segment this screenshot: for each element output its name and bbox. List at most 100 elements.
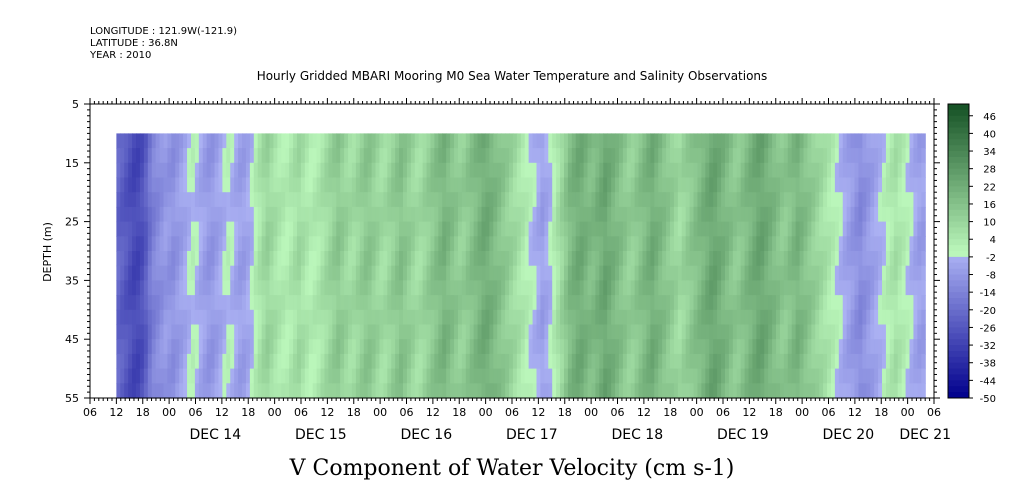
heatmap-cell (701, 206, 706, 223)
heatmap-cell (344, 236, 349, 252)
heatmap-cell (552, 177, 557, 193)
heatmap-cell (626, 353, 632, 370)
heatmap-cell (544, 162, 549, 179)
heatmap-cell (183, 251, 188, 267)
heatmap-cell (198, 280, 204, 296)
heatmap-cell (776, 206, 781, 223)
heatmap-cell (497, 383, 502, 399)
heatmap-cell (571, 309, 577, 326)
heatmap-cell (889, 368, 895, 384)
heatmap-cell (202, 265, 208, 281)
heatmap-cell (842, 133, 848, 149)
heatmap-cell (807, 295, 812, 311)
heatmap-cell (536, 295, 542, 311)
heatmap-cell (210, 162, 216, 179)
heatmap-cell (642, 383, 648, 399)
heatmap-cell (697, 236, 703, 252)
heatmap-cell (128, 177, 133, 193)
heatmap-cell (764, 353, 769, 370)
heatmap-cell (685, 324, 691, 340)
heatmap-cell (748, 295, 754, 311)
heatmap-cell (673, 280, 679, 296)
heatmap-cell (642, 368, 648, 384)
heatmap-cell (312, 162, 318, 179)
heatmap-cell (438, 221, 443, 237)
heatmap-cell (304, 280, 310, 296)
heatmap-cell (206, 309, 212, 326)
heatmap-cell (772, 162, 777, 179)
heatmap-cell (403, 206, 408, 223)
heatmap-cell (658, 353, 663, 370)
heatmap-cell (571, 192, 577, 208)
heatmap-cell (300, 368, 306, 384)
heatmap-cell (791, 221, 797, 237)
heatmap-cell (874, 295, 879, 311)
heatmap-cell (136, 324, 141, 340)
heatmap-cell (430, 177, 436, 193)
heatmap-cell (882, 324, 887, 340)
heatmap-cell (151, 265, 157, 281)
heatmap-cell (285, 236, 290, 252)
heatmap-cell (842, 265, 848, 281)
heatmap-cell (261, 221, 267, 237)
heatmap-cell (567, 221, 573, 237)
heatmap-cell (120, 192, 125, 208)
heatmap-cell (622, 265, 628, 281)
heatmap-cell (485, 133, 490, 149)
x-hour-label: 00 (162, 406, 176, 419)
heatmap-cell (454, 383, 459, 399)
heatmap-cell (179, 206, 184, 223)
heatmap-cell (312, 280, 318, 296)
heatmap-cell (834, 206, 840, 223)
heatmap-cell (732, 368, 738, 384)
heatmap-cell (218, 206, 223, 223)
heatmap-cell (827, 353, 832, 370)
heatmap-cell (740, 265, 746, 281)
heatmap-cell (198, 251, 204, 267)
heatmap-cell (803, 324, 809, 340)
heatmap-cell (391, 295, 396, 311)
heatmap-cell (403, 368, 408, 384)
heatmap-cell (289, 324, 294, 340)
heatmap-cell (124, 221, 129, 237)
heatmap-cell (422, 309, 428, 326)
heatmap-cell (457, 162, 463, 179)
heatmap-cell (190, 280, 196, 296)
heatmap-cell (921, 192, 926, 208)
heatmap-cell (175, 177, 180, 193)
heatmap-cell (717, 368, 722, 384)
heatmap-cell (426, 339, 432, 355)
heatmap-cell (556, 309, 561, 326)
heatmap-cell (143, 368, 149, 384)
heatmap-cell (171, 133, 176, 149)
heatmap-cell (245, 162, 251, 179)
heatmap-cell (669, 368, 675, 384)
heatmap-cell (544, 251, 549, 267)
heatmap-cell (269, 177, 275, 193)
heatmap-cell (163, 162, 169, 179)
heatmap-cell (242, 177, 247, 193)
colorbar-segment (948, 286, 969, 293)
heatmap-cell (269, 221, 275, 237)
heatmap-cell (293, 148, 298, 164)
heatmap-cell (595, 236, 600, 252)
heatmap-cell (175, 383, 180, 399)
heatmap-cell (893, 177, 899, 193)
heatmap-cell (799, 221, 805, 237)
heatmap-cell (689, 339, 695, 355)
heatmap-cell (638, 251, 644, 267)
heatmap-cell (190, 192, 196, 208)
heatmap-cell (850, 148, 856, 164)
heatmap-cell (187, 339, 192, 355)
heatmap-cell (281, 295, 286, 311)
heatmap-cell (603, 339, 608, 355)
heatmap-cell (403, 133, 408, 149)
heatmap-cell (705, 221, 710, 237)
heatmap-cell (650, 236, 655, 252)
heatmap-cell (846, 206, 852, 223)
heatmap-cell (736, 221, 742, 237)
heatmap-cell (874, 221, 879, 237)
heatmap-cell (159, 251, 165, 267)
heatmap-cell (414, 383, 420, 399)
heatmap-cell (874, 280, 879, 296)
